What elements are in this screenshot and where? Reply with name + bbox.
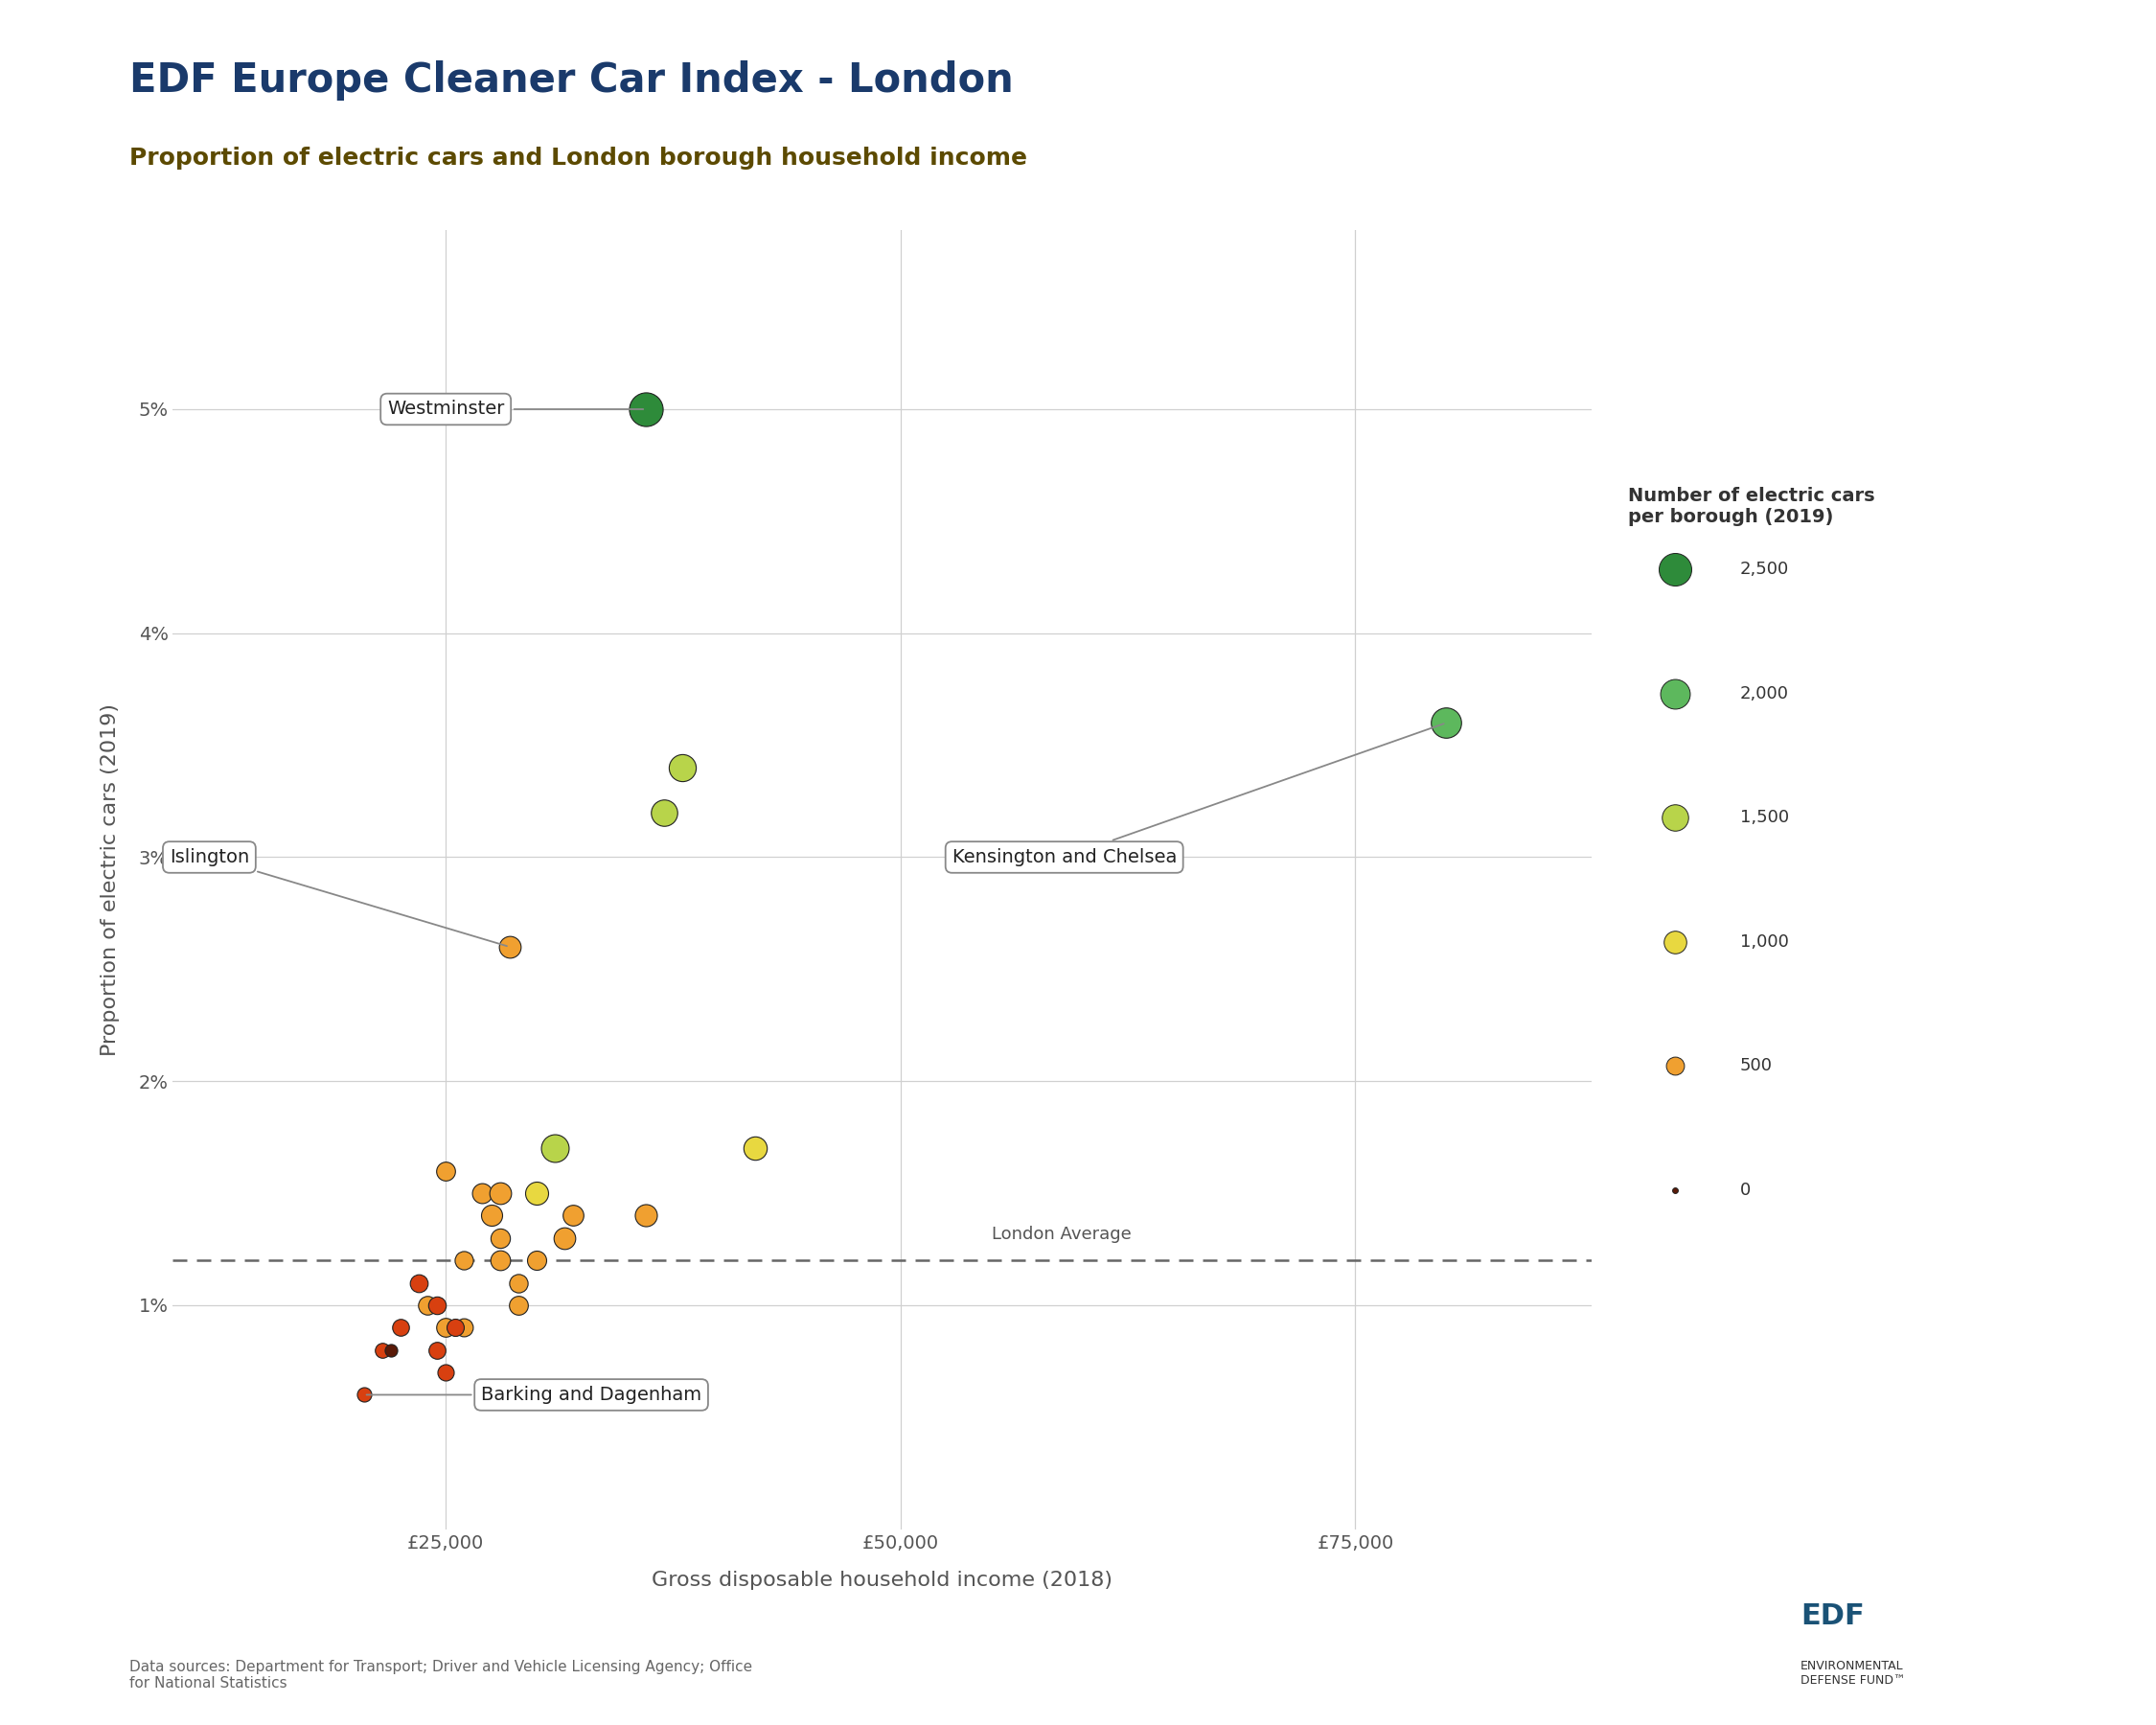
Text: 0: 0 — [1740, 1182, 1751, 1199]
Text: Number of electric cars
per borough (2019): Number of electric cars per borough (201… — [1628, 486, 1876, 526]
Point — [410, 1292, 444, 1320]
Point — [492, 933, 526, 961]
Point — [502, 1270, 537, 1297]
Point — [483, 1247, 517, 1275]
Point — [483, 1225, 517, 1252]
Point — [630, 1202, 664, 1230]
Point — [630, 395, 664, 423]
Point — [364, 1337, 399, 1364]
Point — [420, 1337, 455, 1364]
Text: 2,500: 2,500 — [1740, 561, 1789, 578]
Point — [1658, 1052, 1692, 1080]
Point — [1658, 804, 1692, 831]
Text: 1,000: 1,000 — [1740, 933, 1789, 950]
X-axis label: Gross disposable household income (2018): Gross disposable household income (2018) — [651, 1571, 1112, 1590]
Point — [429, 1359, 464, 1387]
Text: 2,000: 2,000 — [1740, 685, 1789, 702]
Point — [664, 754, 699, 781]
Text: Islington: Islington — [170, 849, 507, 945]
Point — [502, 1292, 537, 1320]
Text: 500: 500 — [1740, 1057, 1772, 1075]
Point — [1658, 1176, 1692, 1204]
Text: Barking and Dagenham: Barking and Dagenham — [367, 1385, 701, 1404]
Point — [1658, 928, 1692, 956]
Point — [384, 1314, 418, 1342]
Text: Kensington and Chelsea: Kensington and Chelsea — [953, 724, 1445, 866]
Point — [548, 1225, 582, 1252]
Point — [1429, 709, 1464, 737]
Text: Data sources: Department for Transport; Driver and Vehicle Licensing Agency; Off: Data sources: Department for Transport; … — [129, 1659, 752, 1690]
Text: EDF: EDF — [1800, 1603, 1865, 1630]
Y-axis label: Proportion of electric cars (2019): Proportion of electric cars (2019) — [101, 704, 121, 1056]
Point — [483, 1180, 517, 1207]
Text: Proportion of electric cars and London borough household income: Proportion of electric cars and London b… — [129, 147, 1026, 169]
Point — [647, 799, 681, 826]
Point — [537, 1135, 571, 1163]
Point — [1658, 680, 1692, 707]
Point — [556, 1202, 591, 1230]
Point — [474, 1202, 509, 1230]
Text: ENVIRONMENTAL
DEFENSE FUND™: ENVIRONMENTAL DEFENSE FUND™ — [1800, 1659, 1906, 1687]
Point — [520, 1180, 554, 1207]
Text: London Average: London Average — [992, 1225, 1132, 1242]
Point — [737, 1135, 772, 1163]
Point — [347, 1382, 382, 1409]
Text: 1,500: 1,500 — [1740, 809, 1789, 826]
Point — [520, 1247, 554, 1275]
Text: EDF Europe Cleaner Car Index - London: EDF Europe Cleaner Car Index - London — [129, 60, 1013, 100]
Point — [420, 1292, 455, 1320]
Point — [401, 1270, 436, 1297]
Point — [446, 1314, 481, 1342]
Point — [373, 1337, 407, 1364]
Point — [438, 1314, 472, 1342]
Point — [446, 1247, 481, 1275]
Point — [429, 1314, 464, 1342]
Point — [1658, 555, 1692, 583]
Point — [466, 1180, 500, 1207]
Point — [429, 1157, 464, 1185]
Text: Westminster: Westminster — [388, 400, 642, 417]
